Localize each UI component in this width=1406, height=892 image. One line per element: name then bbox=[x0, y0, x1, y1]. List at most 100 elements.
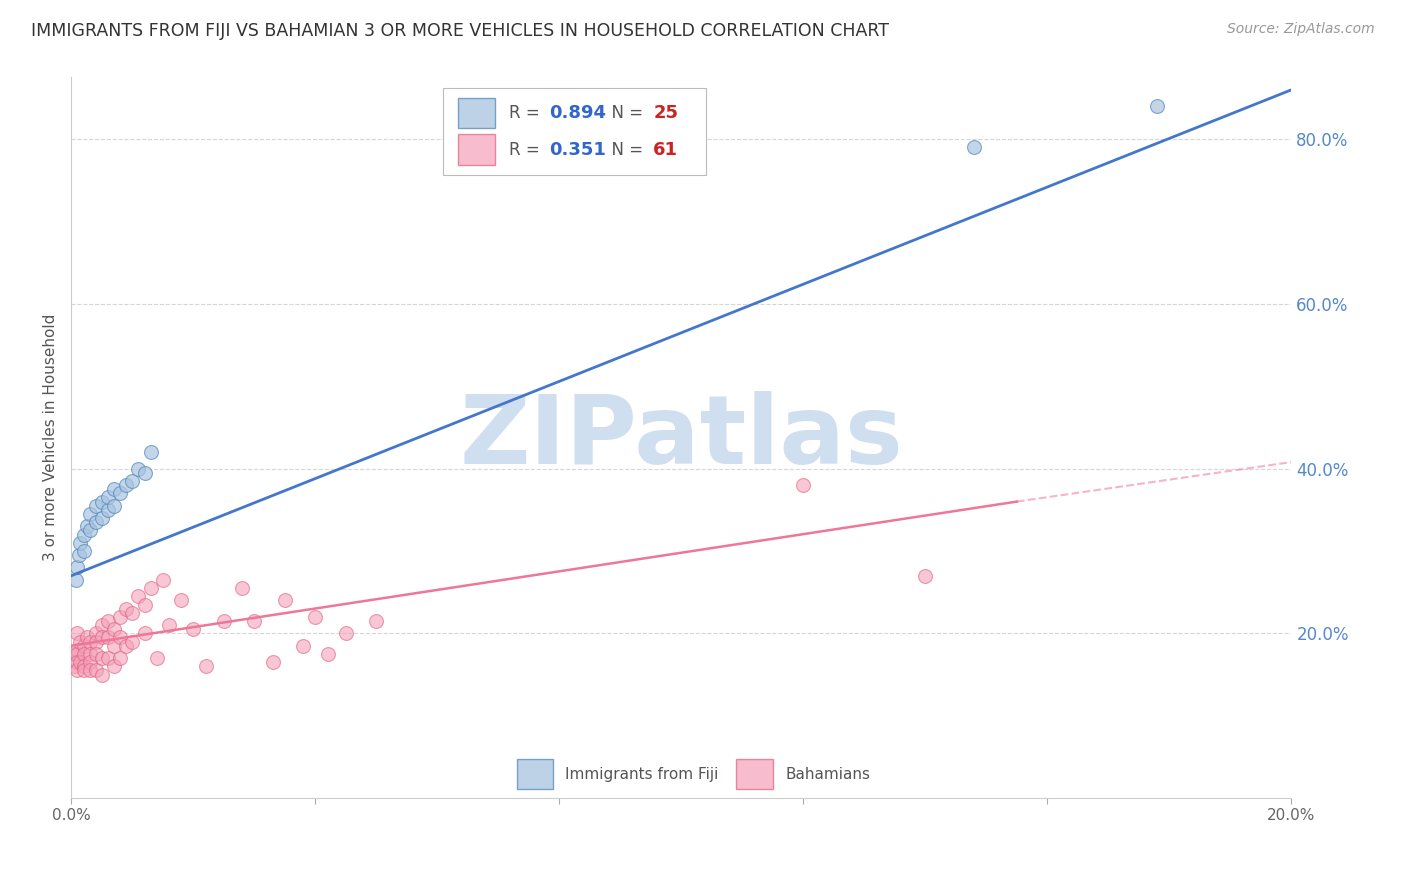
Point bbox=[66, 642, 89, 657]
Point bbox=[183, 622, 205, 636]
Point bbox=[212, 614, 235, 628]
Point bbox=[97, 631, 120, 645]
Point bbox=[121, 474, 143, 488]
Text: N =: N = bbox=[600, 103, 648, 121]
Point bbox=[103, 499, 125, 513]
Point bbox=[72, 647, 94, 661]
Point bbox=[90, 631, 112, 645]
Point bbox=[69, 634, 91, 648]
Point bbox=[145, 651, 167, 665]
Point bbox=[65, 573, 87, 587]
Point bbox=[66, 655, 89, 669]
Point bbox=[84, 664, 107, 678]
Text: R =: R = bbox=[509, 103, 546, 121]
Point bbox=[115, 601, 138, 615]
Point bbox=[292, 639, 315, 653]
Point bbox=[274, 593, 297, 607]
Point bbox=[66, 560, 89, 574]
Point bbox=[76, 631, 98, 645]
Point bbox=[121, 634, 143, 648]
Point bbox=[139, 445, 162, 459]
Point bbox=[103, 482, 125, 496]
Point bbox=[103, 659, 125, 673]
Point bbox=[103, 639, 125, 653]
Point bbox=[84, 515, 107, 529]
Point bbox=[170, 593, 193, 607]
Point bbox=[84, 647, 107, 661]
Point bbox=[90, 667, 112, 681]
Text: R =: R = bbox=[509, 141, 546, 159]
Point bbox=[103, 622, 125, 636]
FancyBboxPatch shape bbox=[516, 759, 554, 789]
Point bbox=[335, 626, 357, 640]
FancyBboxPatch shape bbox=[737, 759, 773, 789]
Text: Source: ZipAtlas.com: Source: ZipAtlas.com bbox=[1227, 22, 1375, 37]
Point bbox=[72, 639, 94, 653]
Point bbox=[84, 626, 107, 640]
Point bbox=[79, 655, 101, 669]
Point bbox=[121, 606, 143, 620]
Point bbox=[127, 589, 149, 603]
Text: Bahamians: Bahamians bbox=[785, 767, 870, 781]
Point bbox=[66, 626, 89, 640]
Point bbox=[157, 618, 180, 632]
Point bbox=[316, 647, 339, 661]
Point bbox=[66, 664, 89, 678]
Text: 0.894: 0.894 bbox=[550, 103, 606, 121]
Point bbox=[79, 664, 101, 678]
Text: Immigrants from Fiji: Immigrants from Fiji bbox=[565, 767, 718, 781]
Point bbox=[108, 486, 131, 500]
Point bbox=[963, 140, 986, 154]
Point bbox=[127, 461, 149, 475]
Point bbox=[90, 651, 112, 665]
Point bbox=[115, 639, 138, 653]
Point bbox=[69, 535, 91, 549]
Point bbox=[262, 655, 284, 669]
Text: ZIPatlas: ZIPatlas bbox=[460, 392, 903, 484]
Text: 25: 25 bbox=[654, 103, 678, 121]
Point bbox=[76, 519, 98, 533]
Text: N =: N = bbox=[600, 141, 648, 159]
Point bbox=[90, 618, 112, 632]
Point bbox=[152, 573, 174, 587]
Point bbox=[97, 503, 120, 517]
Point bbox=[66, 647, 89, 661]
Text: 61: 61 bbox=[654, 141, 678, 159]
Point bbox=[63, 659, 86, 673]
Point bbox=[108, 631, 131, 645]
Point bbox=[84, 634, 107, 648]
Point bbox=[108, 651, 131, 665]
FancyBboxPatch shape bbox=[458, 135, 495, 165]
Point bbox=[79, 507, 101, 521]
Y-axis label: 3 or more Vehicles in Household: 3 or more Vehicles in Household bbox=[44, 314, 58, 561]
Point bbox=[72, 659, 94, 673]
Point bbox=[194, 659, 217, 673]
Point bbox=[79, 524, 101, 538]
Point bbox=[134, 466, 156, 480]
Point bbox=[79, 647, 101, 661]
FancyBboxPatch shape bbox=[458, 97, 495, 128]
Point bbox=[97, 491, 120, 505]
Point bbox=[72, 544, 94, 558]
Point bbox=[90, 511, 112, 525]
Point bbox=[79, 634, 101, 648]
Point bbox=[243, 614, 266, 628]
Point bbox=[97, 614, 120, 628]
Point bbox=[366, 614, 388, 628]
Text: 0.351: 0.351 bbox=[550, 141, 606, 159]
Point bbox=[304, 610, 326, 624]
Point bbox=[108, 610, 131, 624]
Point bbox=[115, 478, 138, 492]
Point bbox=[1146, 99, 1168, 113]
Point bbox=[72, 664, 94, 678]
Point bbox=[84, 499, 107, 513]
Point bbox=[139, 581, 162, 595]
Point bbox=[67, 548, 90, 562]
Point bbox=[134, 626, 156, 640]
Point bbox=[134, 598, 156, 612]
Text: IMMIGRANTS FROM FIJI VS BAHAMIAN 3 OR MORE VEHICLES IN HOUSEHOLD CORRELATION CHA: IMMIGRANTS FROM FIJI VS BAHAMIAN 3 OR MO… bbox=[31, 22, 889, 40]
Point bbox=[914, 568, 936, 582]
Point bbox=[69, 655, 91, 669]
Point bbox=[63, 647, 86, 661]
FancyBboxPatch shape bbox=[443, 88, 706, 175]
